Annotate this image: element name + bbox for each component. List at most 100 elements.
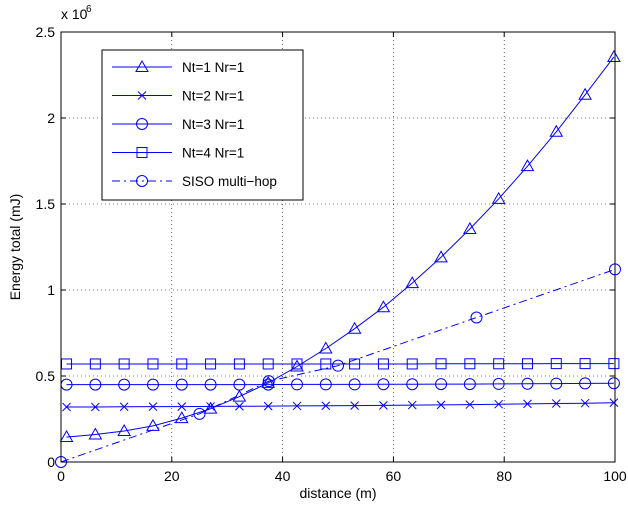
series-2-marker [551,399,561,408]
series-1-marker [88,427,103,440]
legend-marker-4 [136,147,148,158]
y-scale-exponent: 6 [86,4,92,15]
x-marker-stroke [263,401,273,411]
series-5-marker [193,407,206,420]
series-5-marker [262,375,275,388]
x-tick-label: 0 [57,468,65,484]
series-1-marker [520,159,535,172]
series-line-3 [66,382,614,386]
series-3-marker [348,378,361,391]
x-marker-stroke [609,398,619,408]
x-marker-stroke [551,399,561,408]
series-3-marker [233,378,246,391]
series-2-marker [523,399,532,409]
y-tick-label: 2 [47,110,55,126]
series-2-marker [235,401,244,411]
series-3-marker [146,378,159,391]
plot-frame [60,31,616,463]
y-tick-label: 1 [47,282,55,298]
series-4-marker [377,358,389,370]
series-1-marker [232,389,247,402]
series-3-marker [463,378,476,391]
series-5-marker [470,311,483,324]
series-3-marker [406,378,419,391]
series-1-marker [491,191,506,204]
y-tick-label: 0.5 [36,368,56,384]
x-tick-label: 60 [386,468,402,484]
legend-marker-1 [135,59,149,72]
axis-ticks [60,31,616,463]
series-4-marker [291,358,303,370]
series-1-marker [376,300,391,313]
series-2-marker [407,400,417,410]
series-2-marker [148,402,158,411]
series-4-marker [320,358,332,370]
series-3-marker [579,377,592,390]
x-tick-label: 20 [164,468,180,484]
legend-box [101,49,304,201]
x-marker-stroke [235,401,244,411]
series-4-marker [118,358,130,370]
series-4-marker [262,358,274,370]
series-2-marker [379,401,388,410]
series-1-marker [549,124,564,137]
x-marker-stroke [436,400,446,410]
legend-marker-3 [136,118,148,130]
series-2-marker [263,401,273,411]
x-marker-stroke [350,401,359,410]
series-line-5 [60,268,616,463]
x-marker-stroke [523,399,532,409]
series-3-marker [319,378,332,391]
series-4-marker [349,358,361,370]
series-1-marker [290,359,304,372]
legend-label-3: Nt=3 Nr=1 [182,117,244,132]
x-axis-label: distance (m) [299,485,376,501]
legend-marker-5 [136,175,148,187]
x-marker-stroke [137,91,147,100]
series-3-marker [204,378,217,391]
series-4-marker [147,358,159,370]
x-marker-stroke [206,402,215,411]
series-4-marker [550,358,562,370]
series-3-marker [607,377,620,390]
series-4-marker [435,358,447,370]
series-4-marker [61,358,73,370]
series-1-marker [405,276,420,289]
series-2-marker [321,401,331,411]
series-4-marker [464,358,476,370]
series-3-marker [89,378,102,391]
series-1-marker [117,424,132,437]
series-4-marker [406,358,418,370]
x-tick-label: 100 [603,468,627,484]
series-1-marker [347,321,362,334]
legend-label-1: Nt=1 Nr=1 [182,60,244,75]
x-marker-stroke [62,402,71,412]
series-4-marker [89,358,101,370]
series-4-marker [579,358,591,370]
series-3-marker [435,378,448,391]
series-2-marker [609,398,619,408]
x-marker-stroke [465,400,475,409]
y-tick-label: 1.5 [36,196,56,212]
series-4-marker [233,358,245,370]
series-line-2 [66,402,614,408]
series-1-marker [203,401,218,414]
x-tick-label: 40 [275,468,291,484]
series-1-marker [607,49,621,62]
series-4-marker [608,358,620,370]
series-2-marker [119,402,129,412]
series-2-marker [90,402,100,412]
series-3-marker [377,378,390,391]
series-1-marker [578,87,592,100]
legend-label-4: Nt=4 Nr=1 [182,146,244,161]
series-2-marker [292,401,302,411]
series-2-marker [62,402,71,412]
y-tick-label: 2.5 [36,24,56,40]
series-2-marker [494,399,504,409]
series-4-marker [493,358,505,370]
x-marker-stroke [494,399,504,409]
series-1-marker [434,250,448,263]
series-1-marker [59,430,74,443]
legend: Nt=1 Nr=1 Nt=2 Nr=1 Nt=3 Nr=1 Nt=4 Nr=1 SISO… [101,49,304,201]
